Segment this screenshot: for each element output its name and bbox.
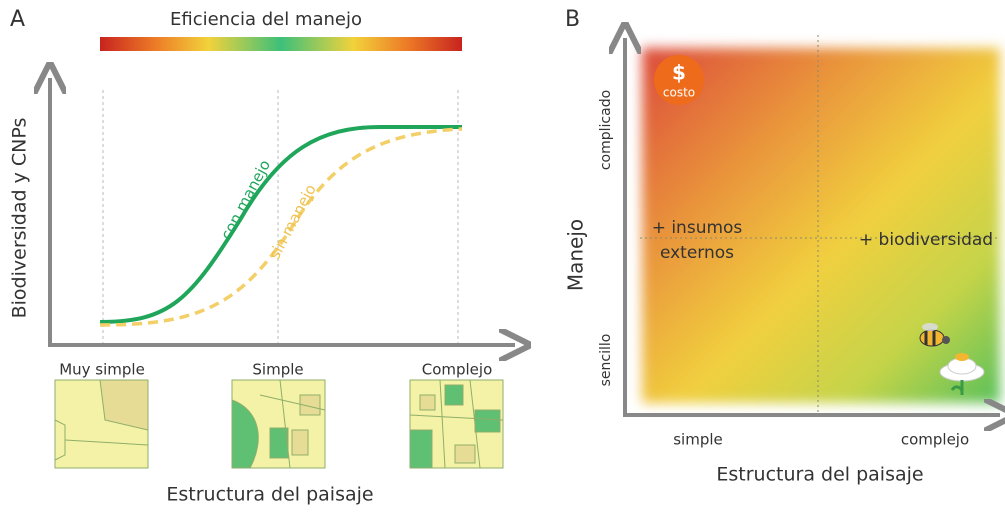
guides [640,35,1000,415]
annotation: + insumos [652,218,743,238]
curve-con-manejo [99,125,462,324]
cost-symbol: $ [672,61,686,85]
curve-label: con manejo [217,157,274,243]
y-tick-label: complicado [598,90,614,170]
efficiency-bar [100,37,462,51]
x-axis-label: Estructura del paisaje [166,484,373,506]
panel-letter: A [10,7,25,32]
y-axis-label: Manejo [564,219,588,291]
x-tick-label: complejo [901,431,969,449]
landscape-map [54,379,149,469]
x-axis-label: Estructura del paisaje [716,464,923,486]
gradient-title: Eficiencia del manejo [170,9,362,30]
landscape-map [231,379,326,469]
category-label: Complejo [422,361,493,379]
annotation: + biodiversidad [859,230,993,250]
y-axis-label: Biodiversidad y CNPs [9,118,31,319]
panel-letter: B [565,7,580,32]
curve-label: sin manejo [265,181,319,262]
annotation: externos [660,243,734,263]
cost-label: costo [663,86,695,100]
category-label: Muy simple [59,361,145,379]
cost-icon [654,55,704,105]
curve-sin-manejo [99,127,463,327]
y-tick-label: sencillo [598,334,614,387]
category-label: Simple [252,361,303,379]
x-tick-label: simple [673,431,723,449]
guides [102,90,459,345]
bee-flower-icon [919,323,985,395]
landscape-map [409,379,504,469]
